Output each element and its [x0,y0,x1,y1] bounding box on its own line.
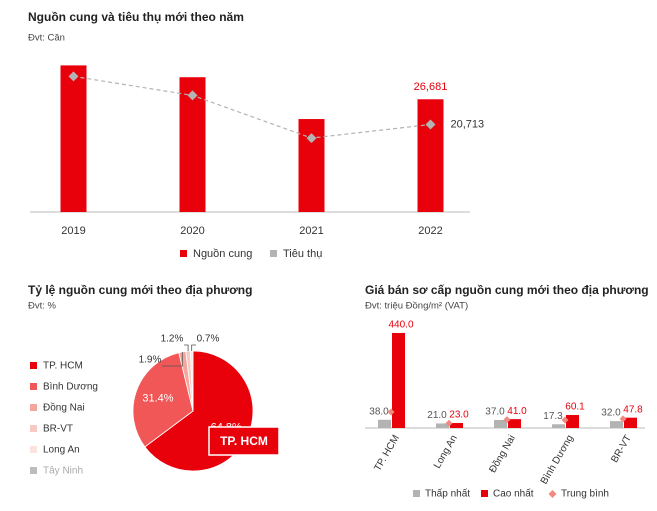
bar [436,423,449,428]
bar [494,420,507,428]
bar [508,419,521,428]
pie-slice [132,352,194,448]
legend-swatch [30,446,37,453]
chart-title: Giá bán sơ cấp nguồn cung mới theo địa p… [365,283,649,297]
x-tick-label: 2022 [418,225,442,237]
legend-swatch [180,250,187,257]
legend-swatch [30,362,37,369]
leader-line [184,344,189,352]
bar [392,332,405,428]
bar [610,421,623,428]
data-label: 440.0 [388,320,413,331]
legend-swatch [548,490,557,498]
chart-title: Tỷ lệ nguồn cung mới theo địa phương [28,283,252,297]
data-label: 38.0 [369,406,389,417]
legend-swatch [413,490,420,497]
point [187,90,198,101]
data-label: 60.1 [565,402,585,413]
x-tick-label: 2020 [180,225,204,237]
line [73,75,431,139]
data-label: 47.8 [623,404,643,415]
x-tick-label: BR-VT [609,433,634,464]
data-label: 17.3 [543,411,563,422]
legend-swatch [30,383,37,390]
x-tick-label: Long An [432,433,460,470]
point [425,119,436,130]
legend-swatch [270,250,277,257]
bar [450,423,463,428]
legend-swatch [30,425,37,432]
annotation: TP. HCM [220,434,268,448]
legend-label: Trung bình [561,489,609,500]
point [445,419,453,427]
data-label: 1.2% [161,334,184,345]
legend-swatch [30,467,37,474]
x-tick-label: Đồng Nai [487,433,518,475]
x-tick-label: Bình Dương [539,433,576,486]
data-label: 1.9% [139,355,162,366]
chart-subtitle: Đvt: Căn [28,33,65,44]
legend-label: BR-VT [43,424,73,435]
bar [552,424,565,428]
x-tick-label: 2021 [299,225,323,237]
bar [60,65,87,212]
x-tick-label: TP. HCM [372,433,401,473]
point [387,408,395,416]
point [503,416,511,424]
legend-label: Thấp nhất [425,488,470,500]
chart-subtitle: Đvt: triệu Đồng/m² (VAT) [365,301,468,312]
chart-subtitle: Đvt: % [28,301,57,312]
data-label: 21.0 [427,410,447,421]
point [68,71,79,82]
legend-label: Cao nhất [493,488,534,500]
bar [624,417,637,428]
bar [298,119,325,212]
bar [566,415,579,428]
legend-label: Nguồn cung [193,248,252,260]
data-label: 31.4% [142,392,173,404]
legend-label: Long An [43,445,80,456]
legend-swatch [30,404,37,411]
point [561,416,569,424]
bar [417,99,444,212]
data-label: 0.7% [197,334,220,345]
data-label: 20,713 [451,118,485,130]
point [619,415,627,423]
chart-title: Nguồn cung và tiêu thụ mới theo năm [28,10,244,24]
data-label: 26,681 [414,81,448,93]
leader-line [162,351,183,367]
data-label: 37.0 [485,407,505,418]
legend-label: Tây Ninh [43,466,83,477]
data-label: 41.0 [507,406,527,417]
legend-swatch [481,490,488,497]
data-label: 23.0 [449,410,469,421]
bar [378,419,391,428]
legend-label: TP. HCM [43,361,83,372]
point [306,133,317,144]
annotation-box [208,426,280,456]
legend-label: Đồng Nai [43,402,85,414]
x-tick-label: 2019 [61,225,85,237]
legend-label: Bình Dương [43,382,98,393]
legend-label: Tiêu thụ [283,248,322,260]
data-label: 32.0 [601,408,621,419]
leader-line [191,344,196,352]
